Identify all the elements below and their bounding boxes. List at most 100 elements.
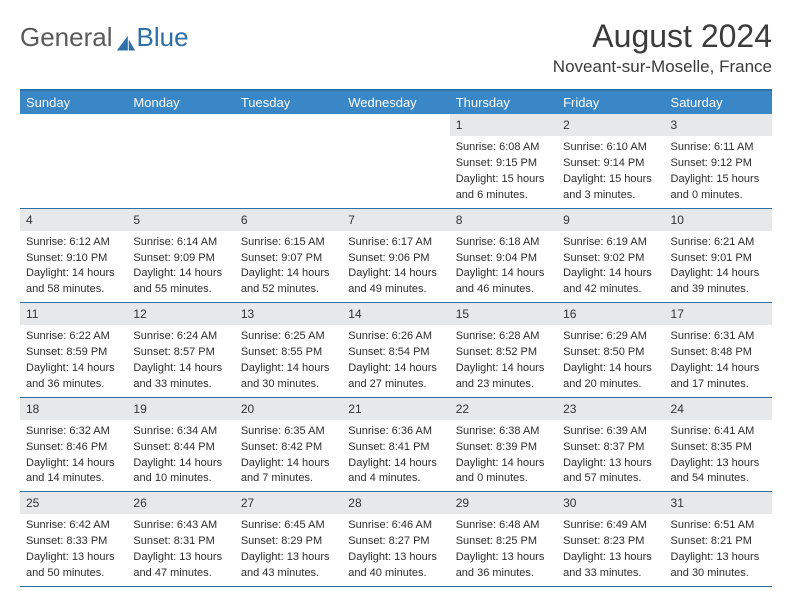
week-row: 25Sunrise: 6:42 AMSunset: 8:33 PMDayligh… bbox=[20, 492, 772, 587]
day-cell: 26Sunrise: 6:43 AMSunset: 8:31 PMDayligh… bbox=[127, 492, 234, 586]
day-info: Sunrise: 6:28 AMSunset: 8:52 PMDaylight:… bbox=[450, 327, 557, 396]
day-number: 6 bbox=[235, 209, 342, 231]
daylight1-line: Daylight: 14 hours bbox=[671, 266, 766, 281]
sunrise-line: Sunrise: 6:35 AM bbox=[241, 424, 336, 439]
sunset-line: Sunset: 9:04 PM bbox=[456, 251, 551, 266]
day-header: Saturday bbox=[665, 91, 772, 114]
daylight2-line: and 10 minutes. bbox=[133, 471, 228, 486]
daylight1-line: Daylight: 15 hours bbox=[563, 172, 658, 187]
day-header: Thursday bbox=[450, 91, 557, 114]
daylight2-line: and 58 minutes. bbox=[26, 282, 121, 297]
sunrise-line: Sunrise: 6:32 AM bbox=[26, 424, 121, 439]
daylight1-line: Daylight: 13 hours bbox=[563, 456, 658, 471]
sunset-line: Sunset: 9:01 PM bbox=[671, 251, 766, 266]
day-cell: 4Sunrise: 6:12 AMSunset: 9:10 PMDaylight… bbox=[20, 209, 127, 303]
daylight1-line: Daylight: 14 hours bbox=[241, 361, 336, 376]
day-info: Sunrise: 6:15 AMSunset: 9:07 PMDaylight:… bbox=[235, 233, 342, 302]
day-cell: 21Sunrise: 6:36 AMSunset: 8:41 PMDayligh… bbox=[342, 398, 449, 492]
sunrise-line: Sunrise: 6:48 AM bbox=[456, 518, 551, 533]
sunset-line: Sunset: 8:29 PM bbox=[241, 534, 336, 549]
day-number: 11 bbox=[20, 303, 127, 325]
day-cell: 7Sunrise: 6:17 AMSunset: 9:06 PMDaylight… bbox=[342, 209, 449, 303]
day-info: Sunrise: 6:17 AMSunset: 9:06 PMDaylight:… bbox=[342, 233, 449, 302]
daylight2-line: and 27 minutes. bbox=[348, 377, 443, 392]
day-cell: 8Sunrise: 6:18 AMSunset: 9:04 PMDaylight… bbox=[450, 209, 557, 303]
day-number: 4 bbox=[20, 209, 127, 231]
day-number: 25 bbox=[20, 492, 127, 514]
day-info: Sunrise: 6:38 AMSunset: 8:39 PMDaylight:… bbox=[450, 422, 557, 491]
day-info: Sunrise: 6:49 AMSunset: 8:23 PMDaylight:… bbox=[557, 516, 664, 585]
day-number: 28 bbox=[342, 492, 449, 514]
day-info: Sunrise: 6:42 AMSunset: 8:33 PMDaylight:… bbox=[20, 516, 127, 585]
daylight2-line: and 42 minutes. bbox=[563, 282, 658, 297]
day-number: 14 bbox=[342, 303, 449, 325]
day-info: Sunrise: 6:08 AMSunset: 9:15 PMDaylight:… bbox=[450, 138, 557, 207]
sunrise-line: Sunrise: 6:18 AM bbox=[456, 235, 551, 250]
day-cell: 13Sunrise: 6:25 AMSunset: 8:55 PMDayligh… bbox=[235, 303, 342, 397]
daylight2-line: and 0 minutes. bbox=[671, 188, 766, 203]
sunset-line: Sunset: 9:14 PM bbox=[563, 156, 658, 171]
daylight1-line: Daylight: 13 hours bbox=[348, 550, 443, 565]
day-number: 12 bbox=[127, 303, 234, 325]
brand-part2: Blue bbox=[137, 22, 189, 53]
daylight2-line: and 36 minutes. bbox=[26, 377, 121, 392]
day-number: 13 bbox=[235, 303, 342, 325]
daylight2-line: and 50 minutes. bbox=[26, 566, 121, 581]
day-info: Sunrise: 6:36 AMSunset: 8:41 PMDaylight:… bbox=[342, 422, 449, 491]
day-cell bbox=[235, 114, 342, 208]
daylight1-line: Daylight: 14 hours bbox=[456, 456, 551, 471]
day-header: Wednesday bbox=[342, 91, 449, 114]
sunset-line: Sunset: 9:12 PM bbox=[671, 156, 766, 171]
daylight2-line: and 33 minutes. bbox=[133, 377, 228, 392]
sunset-line: Sunset: 8:52 PM bbox=[456, 345, 551, 360]
day-info: Sunrise: 6:31 AMSunset: 8:48 PMDaylight:… bbox=[665, 327, 772, 396]
sunset-line: Sunset: 8:41 PM bbox=[348, 440, 443, 455]
daylight1-line: Daylight: 13 hours bbox=[563, 550, 658, 565]
day-info: Sunrise: 6:43 AMSunset: 8:31 PMDaylight:… bbox=[127, 516, 234, 585]
daylight1-line: Daylight: 13 hours bbox=[456, 550, 551, 565]
sunrise-line: Sunrise: 6:28 AM bbox=[456, 329, 551, 344]
day-cell: 2Sunrise: 6:10 AMSunset: 9:14 PMDaylight… bbox=[557, 114, 664, 208]
day-info: Sunrise: 6:45 AMSunset: 8:29 PMDaylight:… bbox=[235, 516, 342, 585]
sunset-line: Sunset: 8:46 PM bbox=[26, 440, 121, 455]
day-cell: 20Sunrise: 6:35 AMSunset: 8:42 PMDayligh… bbox=[235, 398, 342, 492]
day-cell: 12Sunrise: 6:24 AMSunset: 8:57 PMDayligh… bbox=[127, 303, 234, 397]
month-title: August 2024 bbox=[553, 18, 772, 55]
location: Noveant-sur-Moselle, France bbox=[553, 57, 772, 77]
day-number: 17 bbox=[665, 303, 772, 325]
daylight2-line: and 7 minutes. bbox=[241, 471, 336, 486]
daylight1-line: Daylight: 14 hours bbox=[563, 361, 658, 376]
daylight2-line: and 17 minutes. bbox=[671, 377, 766, 392]
day-number: 15 bbox=[450, 303, 557, 325]
day-info: Sunrise: 6:51 AMSunset: 8:21 PMDaylight:… bbox=[665, 516, 772, 585]
sunrise-line: Sunrise: 6:19 AM bbox=[563, 235, 658, 250]
daylight1-line: Daylight: 14 hours bbox=[563, 266, 658, 281]
sunset-line: Sunset: 8:44 PM bbox=[133, 440, 228, 455]
day-info: Sunrise: 6:48 AMSunset: 8:25 PMDaylight:… bbox=[450, 516, 557, 585]
daylight2-line: and 0 minutes. bbox=[456, 471, 551, 486]
sunrise-line: Sunrise: 6:43 AM bbox=[133, 518, 228, 533]
day-number: 7 bbox=[342, 209, 449, 231]
daylight1-line: Daylight: 14 hours bbox=[348, 266, 443, 281]
day-cell: 22Sunrise: 6:38 AMSunset: 8:39 PMDayligh… bbox=[450, 398, 557, 492]
calendar: SundayMondayTuesdayWednesdayThursdayFrid… bbox=[20, 89, 772, 587]
sunset-line: Sunset: 8:54 PM bbox=[348, 345, 443, 360]
day-info: Sunrise: 6:32 AMSunset: 8:46 PMDaylight:… bbox=[20, 422, 127, 491]
day-cell: 15Sunrise: 6:28 AMSunset: 8:52 PMDayligh… bbox=[450, 303, 557, 397]
day-header-row: SundayMondayTuesdayWednesdayThursdayFrid… bbox=[20, 91, 772, 114]
sunrise-line: Sunrise: 6:25 AM bbox=[241, 329, 336, 344]
daylight1-line: Daylight: 14 hours bbox=[26, 456, 121, 471]
day-info: Sunrise: 6:26 AMSunset: 8:54 PMDaylight:… bbox=[342, 327, 449, 396]
daylight2-line: and 39 minutes. bbox=[671, 282, 766, 297]
daylight2-line: and 6 minutes. bbox=[456, 188, 551, 203]
day-info: Sunrise: 6:25 AMSunset: 8:55 PMDaylight:… bbox=[235, 327, 342, 396]
header: General Blue August 2024 Noveant-sur-Mos… bbox=[20, 18, 772, 77]
week-row: 11Sunrise: 6:22 AMSunset: 8:59 PMDayligh… bbox=[20, 303, 772, 398]
brand-logo: General Blue bbox=[20, 18, 189, 53]
daylight1-line: Daylight: 14 hours bbox=[671, 361, 766, 376]
sunset-line: Sunset: 9:09 PM bbox=[133, 251, 228, 266]
day-cell: 11Sunrise: 6:22 AMSunset: 8:59 PMDayligh… bbox=[20, 303, 127, 397]
sunset-line: Sunset: 9:06 PM bbox=[348, 251, 443, 266]
sunrise-line: Sunrise: 6:34 AM bbox=[133, 424, 228, 439]
daylight1-line: Daylight: 14 hours bbox=[133, 361, 228, 376]
